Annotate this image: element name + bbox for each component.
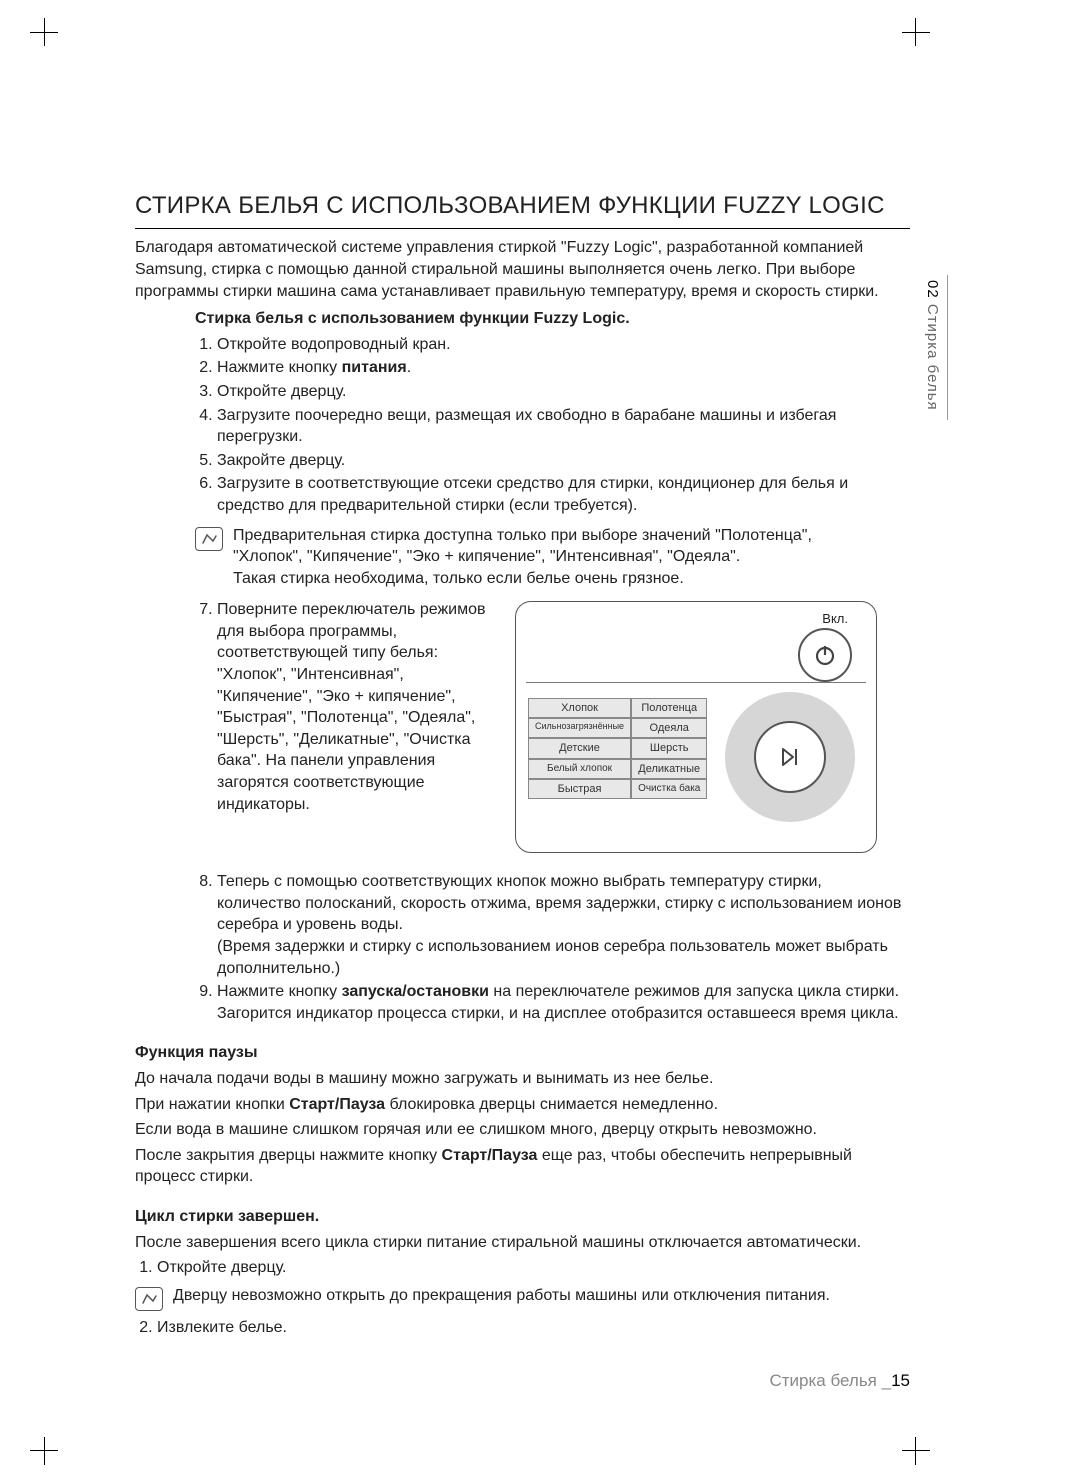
- step-4: Загрузите поочередно вещи, размещая их с…: [217, 405, 910, 448]
- step-2-pre: Нажмите кнопку: [217, 359, 342, 376]
- pause-p2-bold: Старт/Пауза: [289, 1096, 385, 1113]
- program-cell: Одеяла: [631, 718, 707, 738]
- step-3: Откройте дверцу.: [217, 381, 910, 403]
- footer-page-number: 15: [891, 1371, 910, 1390]
- done-step-2: Извлеките белье.: [157, 1317, 910, 1339]
- program-cell: Полотенца: [631, 698, 707, 718]
- pause-p2-post: блокировка дверцы снимается немедленно.: [385, 1096, 718, 1113]
- steps-list-7: Поверните переключатель режимов для выбо…: [195, 599, 495, 815]
- program-table: Хлопок Полотенца Сильнозагрязнённые Одея…: [528, 698, 707, 798]
- power-button-icon: [798, 628, 852, 682]
- note-text: Предварительная стирка доступна только п…: [233, 525, 910, 590]
- note-icon: [195, 527, 223, 551]
- program-cell: Шерсть: [631, 738, 707, 758]
- step-8: Теперь с помощью соответствующих кнопок …: [217, 871, 910, 979]
- step-9-bold: запуска/остановки: [342, 983, 489, 1000]
- step-1: Откройте водопроводный кран.: [217, 334, 910, 356]
- mode-dial: [725, 692, 855, 822]
- control-panel-diagram: Вкл. Хлопок Полотенца Сильнозагрязнённые…: [515, 601, 877, 853]
- note-line: Предварительная стирка доступна только п…: [233, 525, 910, 547]
- step-2-post: .: [407, 359, 411, 376]
- note-line: "Хлопок", "Кипячение", "Эко + кипячение"…: [233, 546, 910, 568]
- step-5: Закройте дверцу.: [217, 450, 910, 472]
- pause-p2: При нажатии кнопки Старт/Пауза блокировк…: [135, 1094, 910, 1116]
- pause-heading: Функция паузы: [135, 1042, 910, 1064]
- pause-p1: До начала подачи воды в машину можно заг…: [135, 1068, 910, 1090]
- note-prewash: Предварительная стирка доступна только п…: [195, 525, 910, 590]
- step-7: Поверните переключатель режимов для выбо…: [217, 599, 495, 815]
- side-tab-number: 02: [924, 280, 941, 299]
- side-tab-line: [947, 275, 948, 420]
- crop-mark: [900, 18, 930, 48]
- program-cell: Очистка бака: [631, 779, 707, 799]
- program-cell: Детские: [528, 738, 631, 758]
- side-tab-text: Стирка белья: [924, 299, 941, 411]
- done-note: Дверцу невозможно открыть до прекращения…: [135, 1285, 910, 1311]
- step-2-bold: питания: [342, 359, 407, 376]
- intro-paragraph: Благодаря автоматической системе управле…: [135, 237, 910, 302]
- program-cell: Сильнозагрязнённые: [528, 718, 631, 738]
- sub-heading: Стирка белья с использованием функции Fu…: [195, 308, 910, 330]
- pause-p2-pre: При нажатии кнопки: [135, 1096, 289, 1113]
- done-steps: Откройте дверцу.: [135, 1257, 910, 1279]
- program-cell: Деликатные: [631, 759, 707, 779]
- start-pause-icon: [754, 721, 826, 793]
- step-2: Нажмите кнопку питания.: [217, 357, 910, 379]
- steps-list-89: Теперь с помощью соответствующих кнопок …: [195, 871, 910, 1024]
- page-title: СТИРКА БЕЛЬЯ С ИСПОЛЬЗОВАНИЕМ ФУНКЦИИ FU…: [135, 190, 910, 229]
- pause-p4-pre: После закрытия дверцы нажмите кнопку: [135, 1147, 442, 1164]
- program-cell: Белый хлопок: [528, 759, 631, 779]
- step-8-paren: (Время задержки и стирку с использование…: [217, 938, 888, 977]
- crop-mark: [30, 18, 60, 48]
- pause-p4-bold: Старт/Пауза: [442, 1147, 538, 1164]
- pause-p3: Если вода в машине слишком горячая или е…: [135, 1119, 910, 1141]
- note-line: Такая стирка необходима, только если бел…: [233, 568, 910, 590]
- note-icon: [135, 1287, 163, 1311]
- page-footer: Стирка белья _15: [769, 1370, 910, 1393]
- done-steps-2: Извлеките белье.: [135, 1317, 910, 1339]
- program-cell: Быстрая: [528, 779, 631, 799]
- steps-list: Откройте водопроводный кран. Нажмите кно…: [195, 334, 910, 517]
- on-label: Вкл.: [822, 610, 848, 628]
- done-heading: Цикл стирки завершен.: [135, 1206, 910, 1228]
- step-9-pre: Нажмите кнопку: [217, 983, 342, 1000]
- step-9: Нажмите кнопку запуска/остановки на пере…: [217, 981, 910, 1024]
- program-cell: Хлопок: [528, 698, 631, 718]
- side-tab: 02 Стирка белья: [922, 280, 942, 411]
- crop-mark: [30, 1435, 60, 1465]
- pause-p4: После закрытия дверцы нажмите кнопку Ста…: [135, 1145, 910, 1188]
- footer-label: Стирка белья _: [769, 1371, 891, 1390]
- step-8-text: Теперь с помощью соответствующих кнопок …: [217, 873, 901, 933]
- done-note-text: Дверцу невозможно открыть до прекращения…: [173, 1285, 830, 1311]
- step-6: Загрузите в соответствующие отсеки средс…: [217, 473, 910, 516]
- done-p1: После завершения всего цикла стирки пита…: [135, 1232, 910, 1254]
- crop-mark: [900, 1435, 930, 1465]
- done-step-1: Откройте дверцу.: [157, 1257, 910, 1279]
